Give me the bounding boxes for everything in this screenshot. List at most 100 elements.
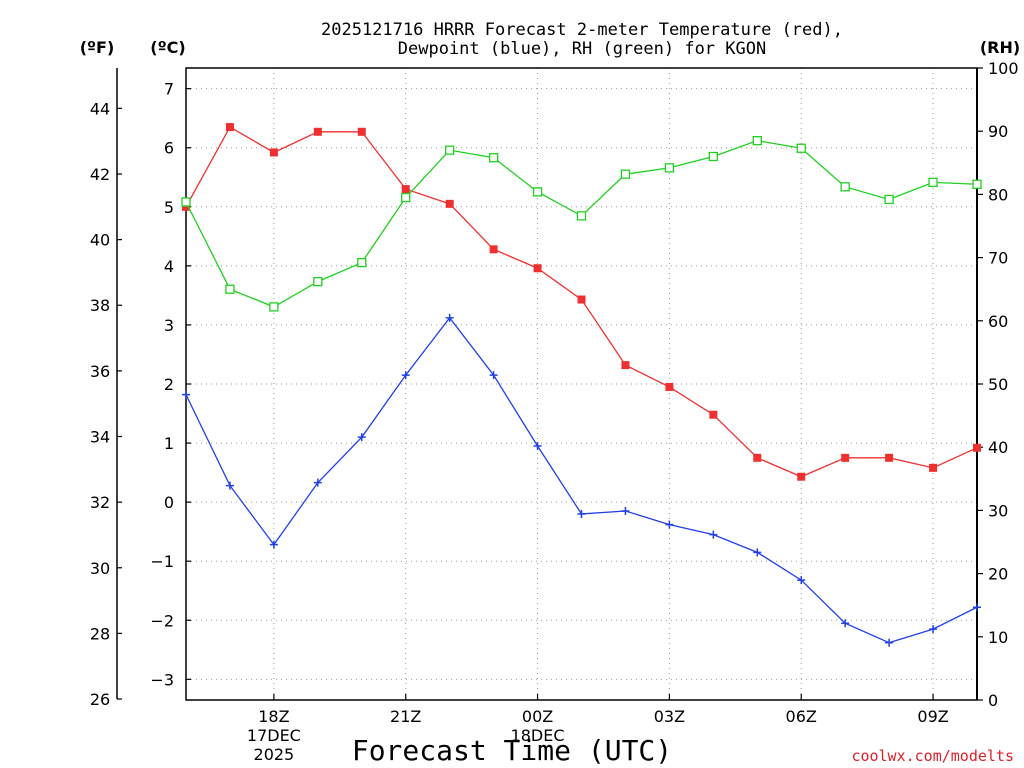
rh-tick-label: 60	[988, 312, 1008, 331]
2-meter-temperature-point	[533, 264, 542, 273]
dewpoint-point	[445, 313, 454, 322]
rh-tick-label: 40	[988, 438, 1008, 457]
series-layer	[181, 123, 982, 647]
celsius-tick-label: −2	[150, 611, 174, 630]
2-meter-temperature-point	[797, 472, 806, 481]
x-tick-label: 00Z	[522, 707, 553, 726]
rh-point	[752, 136, 762, 146]
celsius-unit-label: (ºC)	[150, 38, 185, 57]
2-meter-temperature-point	[357, 127, 366, 136]
x-tick-label: 18Z	[258, 707, 289, 726]
2-meter-temperature-point	[269, 148, 278, 157]
axes: 26283032343638404244−3−2−101234567010203…	[90, 59, 1019, 710]
dewpoint-point	[225, 481, 234, 490]
rh-point	[928, 177, 938, 188]
dewpoint-point	[533, 442, 542, 451]
rh-point	[181, 197, 191, 207]
dewpoint-line	[185, 316, 978, 644]
2-meter-temperature-point	[182, 202, 190, 211]
rh-tick-label: 20	[988, 565, 1008, 584]
rh-point	[840, 182, 850, 192]
rh-line	[185, 140, 978, 308]
rh-tick-label: 80	[988, 185, 1008, 204]
rh-tick-label: 70	[988, 249, 1008, 268]
chart-title-line-1: 2025121716 HRRR Forecast 2-meter Tempera…	[321, 20, 843, 40]
2-meter-temperature-point	[709, 410, 718, 419]
2-meter-temperature-point	[753, 453, 762, 462]
x-tick-label: 03Z	[654, 707, 685, 726]
rh-tick-label: 50	[988, 375, 1008, 394]
x-tick-label: 06Z	[786, 707, 817, 726]
dewpoint-point	[929, 625, 938, 634]
dewpoint-point	[577, 509, 586, 518]
fahrenheit-tick-label: 30	[90, 559, 110, 578]
celsius-tick-label: 7	[164, 80, 174, 99]
rh-tick-label: 0	[988, 691, 998, 710]
celsius-tick-label: −1	[150, 552, 174, 571]
dewpoint-point	[313, 478, 322, 487]
dewpoint-series	[182, 313, 981, 647]
dewpoint-point	[709, 530, 718, 539]
dewpoint-point	[621, 506, 630, 515]
fahrenheit-tick-label: 42	[90, 165, 110, 184]
rh-point	[532, 187, 543, 197]
2-meter-temperature-point	[225, 123, 234, 132]
rh-unit-label: (RH)	[980, 38, 1020, 57]
x-tick-label: 21Z	[390, 707, 421, 726]
rh-point	[972, 179, 982, 189]
celsius-tick-label: −3	[150, 670, 174, 689]
fahrenheit-tick-label: 36	[90, 362, 110, 381]
fahrenheit-tick-label: 26	[90, 690, 110, 709]
rh-point	[269, 302, 279, 312]
2-meter-temperature-point	[929, 463, 938, 472]
x-tick-date-label: 17DEC	[247, 726, 301, 745]
dewpoint-point	[269, 540, 278, 549]
2-meter-temperature-point	[621, 361, 630, 370]
celsius-tick-label: 6	[164, 139, 174, 158]
x-tick-date-label: 18DEC	[511, 726, 565, 745]
rh-point	[796, 143, 806, 153]
rh-point	[401, 192, 411, 203]
fahrenheit-tick-label: 44	[90, 99, 110, 118]
celsius-tick-label: 5	[164, 198, 174, 217]
rh-point	[576, 211, 587, 221]
2-meter-temperature-point	[489, 245, 498, 254]
celsius-tick-label: 4	[164, 257, 174, 276]
dewpoint-point	[973, 603, 981, 612]
celsius-tick-label: 2	[164, 375, 174, 394]
rh-point	[357, 258, 367, 268]
dewpoint-point	[489, 371, 498, 380]
2-meter-temperature-point	[445, 199, 454, 208]
chart-title-line-2: Dewpoint (blue), RH (green) for KGON	[398, 39, 766, 59]
celsius-tick-label: 1	[164, 434, 174, 453]
rh-point	[884, 194, 894, 205]
dewpoint-point	[797, 576, 806, 585]
dewpoint-point	[401, 371, 410, 380]
rh-point	[708, 151, 718, 162]
2-meter-temperature-point	[577, 295, 586, 304]
x-tick-label: 09Z	[917, 707, 948, 726]
fahrenheit-tick-label: 40	[90, 231, 110, 250]
dewpoint-point	[841, 619, 850, 628]
rh-point	[445, 145, 455, 155]
x-tick-date-label: 2025	[254, 745, 295, 764]
fahrenheit-tick-label: 32	[90, 493, 110, 512]
2-meter-temperature-point	[841, 453, 850, 462]
rh-point	[225, 284, 235, 294]
rh-point	[313, 276, 323, 287]
2-meter-temperature-point	[885, 453, 894, 462]
rh-point	[488, 153, 499, 163]
rh-series	[181, 136, 982, 312]
dewpoint-point	[665, 520, 674, 529]
dewpoint-point	[182, 390, 190, 399]
dewpoint-point	[357, 433, 366, 442]
fahrenheit-tick-label: 28	[90, 624, 110, 643]
rh-tick-label: 100	[988, 59, 1019, 78]
celsius-tick-label: 3	[164, 316, 174, 335]
dewpoint-point	[885, 638, 894, 647]
fahrenheit-tick-label: 34	[90, 428, 110, 447]
rh-point	[664, 163, 675, 173]
